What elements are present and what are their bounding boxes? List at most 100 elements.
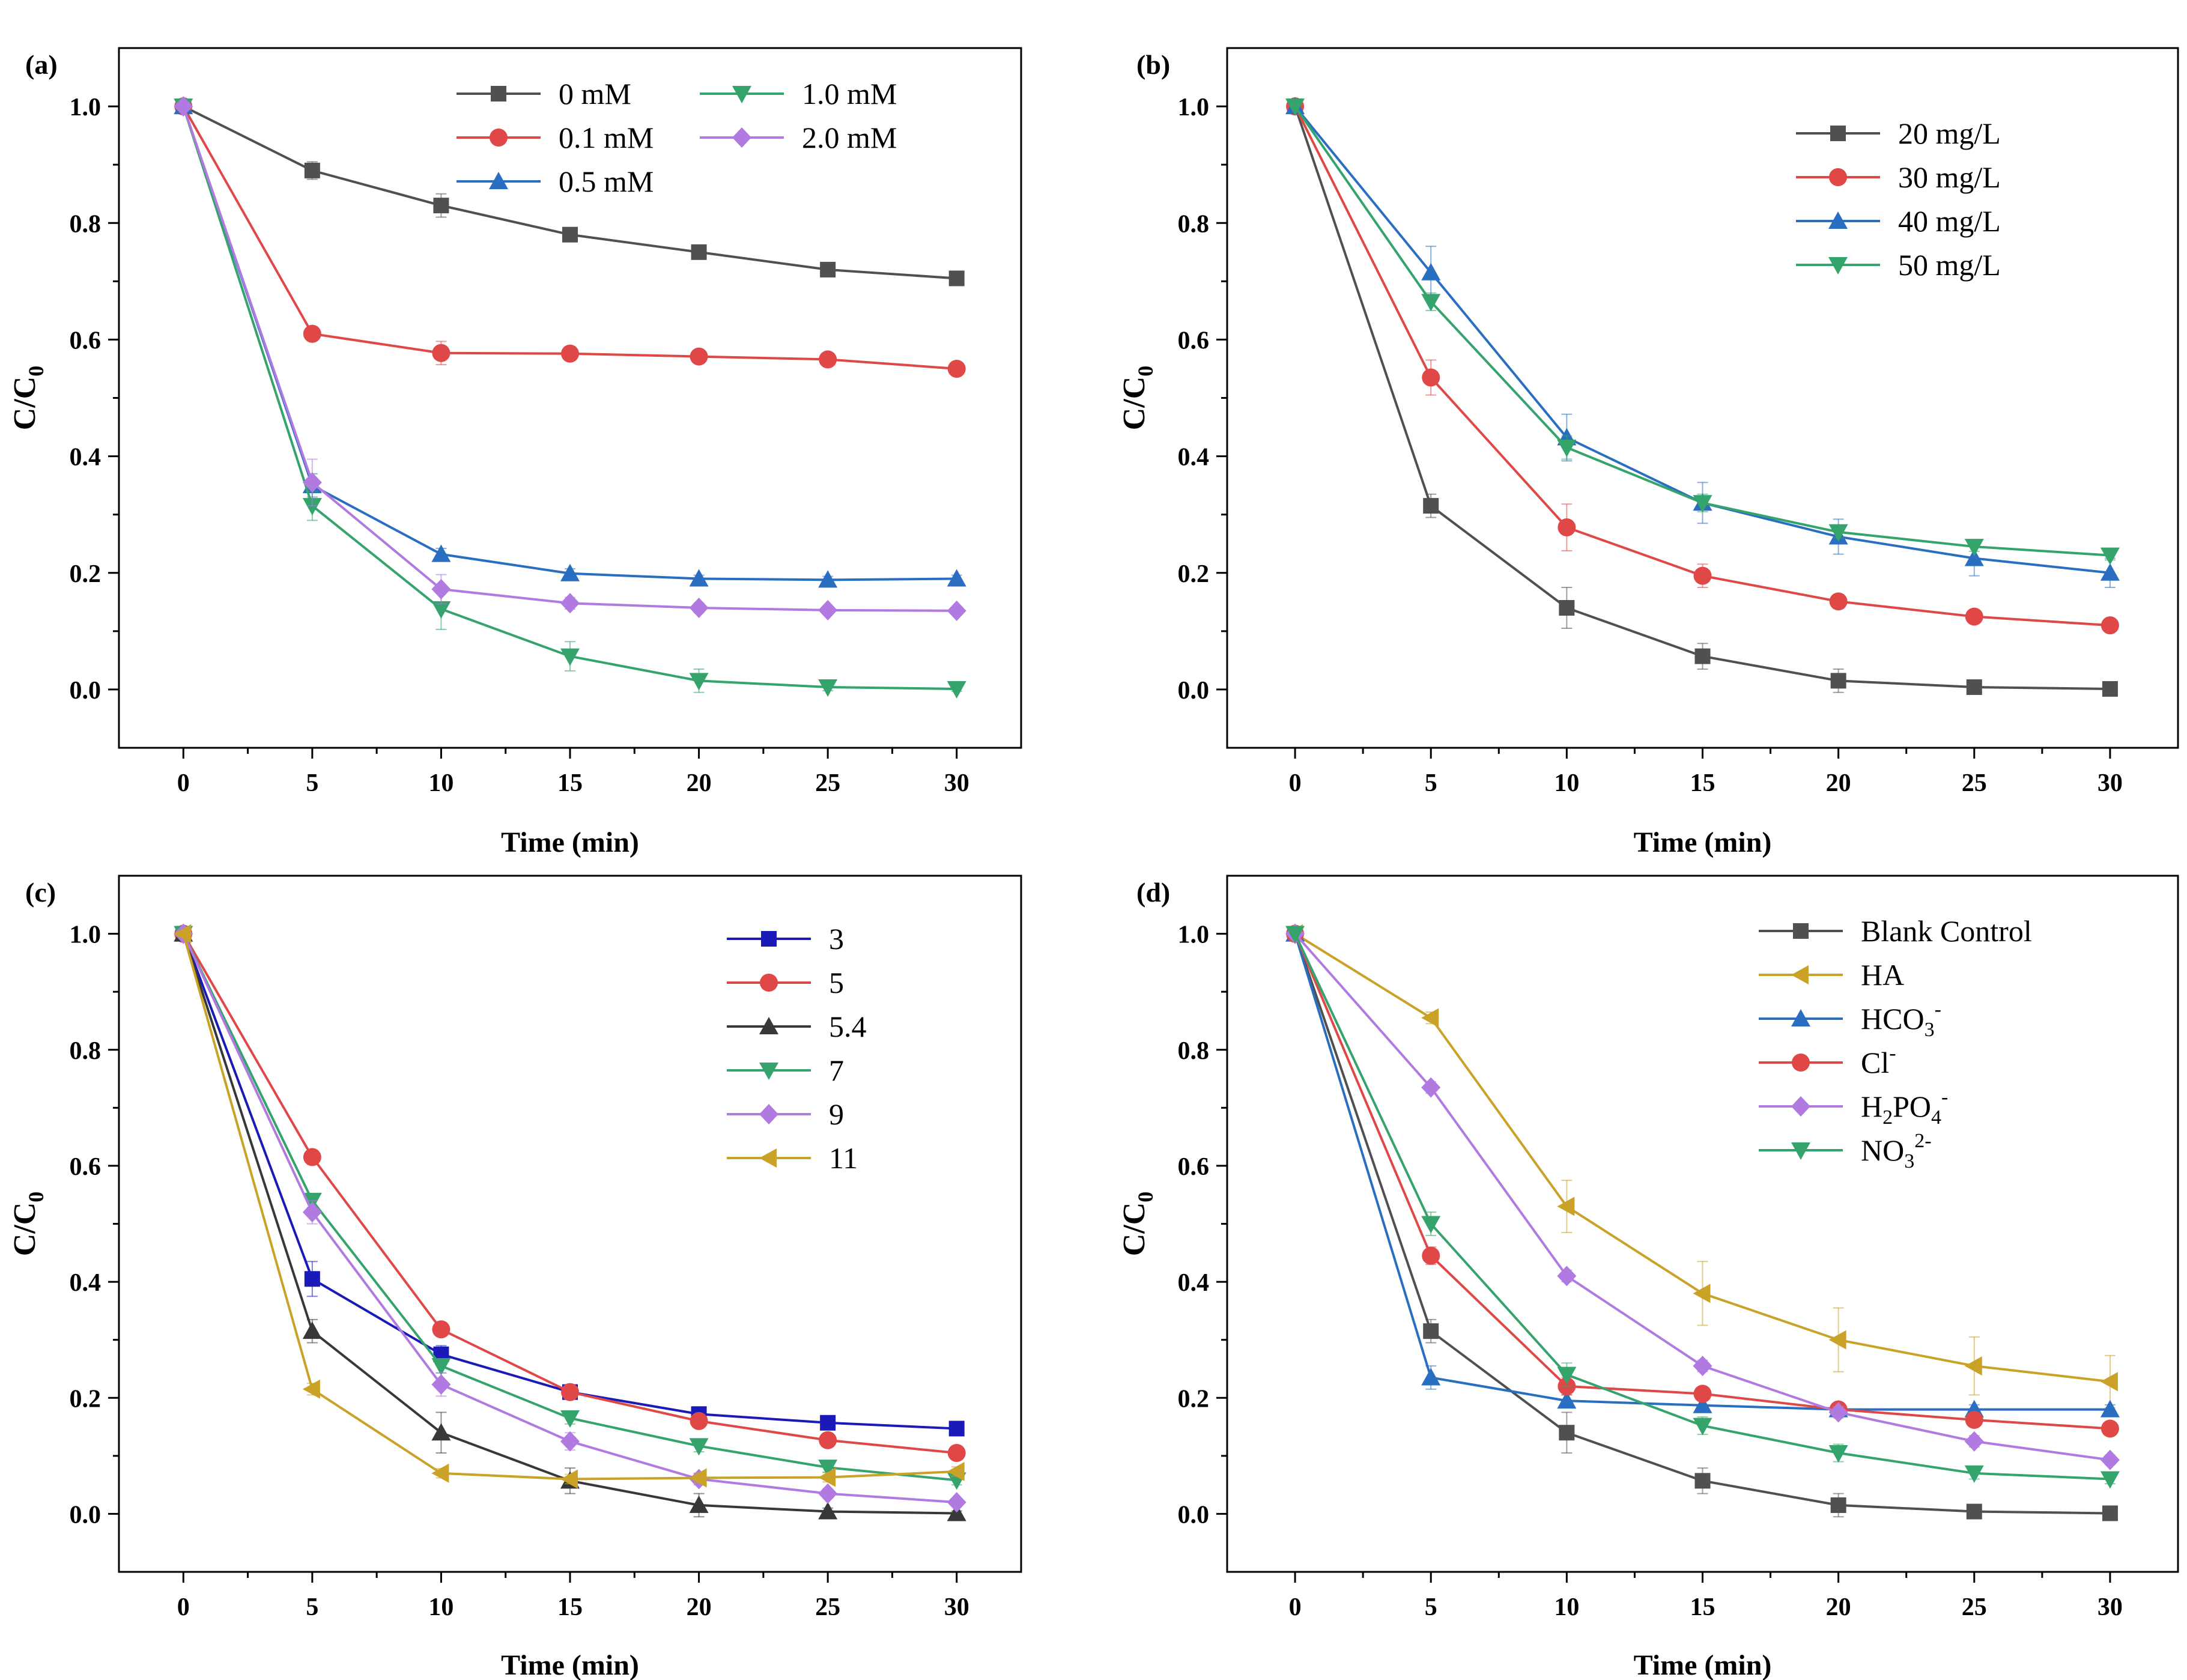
x-tick-label: 20 — [687, 1594, 712, 1621]
x-tick-label: 30 — [2098, 1594, 2123, 1621]
legend-label: 2.0 mM — [802, 121, 897, 154]
data-point — [1828, 1330, 1846, 1350]
legend-item: 20 mg/L — [1796, 117, 2001, 150]
x-tick-label: 10 — [428, 769, 453, 797]
data-point — [1557, 1196, 1575, 1216]
data-point — [433, 198, 449, 214]
legend-marker — [1791, 1142, 1810, 1160]
data-point — [1965, 607, 1983, 626]
y-tick-label: 0.0 — [70, 1501, 102, 1529]
x-axis-title: Time (min) — [501, 1649, 639, 1680]
legend-label: 30 mg/L — [1898, 160, 2001, 194]
data-point — [2100, 1399, 2120, 1418]
data-point — [561, 1383, 579, 1401]
legend-label: Cl- — [1861, 1042, 1896, 1079]
legend-marker — [491, 86, 506, 102]
data-point — [431, 544, 451, 562]
x-tick-label: 0 — [1289, 769, 1302, 797]
data-point — [818, 1460, 838, 1478]
legend-item: Blank Control — [1759, 914, 2032, 948]
y-tick-label: 0.4 — [1178, 444, 1210, 472]
data-point — [302, 1379, 320, 1399]
y-axis-title-main: C/C — [1117, 1202, 1151, 1257]
series-blank-control — [1287, 926, 2118, 1521]
panel-label: (c) — [25, 877, 56, 908]
legend-item: Cl- — [1759, 1042, 1896, 1079]
data-point — [561, 344, 579, 363]
legend-marker — [759, 1017, 778, 1034]
data-point — [1557, 440, 1577, 458]
data-point — [303, 324, 321, 343]
data-point — [948, 270, 965, 287]
data-point — [431, 601, 451, 619]
y-tick-label: 0.2 — [1178, 1385, 1210, 1413]
data-point — [2100, 1471, 2120, 1489]
legend: 20 mg/L 30 mg/L 40 mg/L 50 mg/L — [1796, 117, 2001, 282]
data-point — [1966, 1503, 1982, 1520]
x-tick-label: 5 — [306, 769, 318, 797]
data-point — [560, 563, 580, 581]
series-no32- — [1285, 926, 2120, 1489]
y-axis-title-sub: 0 — [24, 1192, 48, 1202]
data-point — [174, 96, 193, 117]
data-point — [818, 1502, 838, 1520]
x-tick-label: 0 — [177, 1594, 190, 1621]
panel-a: (a) 0 5 10 15 20 25 30 0.0 0.2 0.4 0.6 0.8 1.0 Time (m… — [8, 47, 1022, 858]
x-tick-label: 20 — [687, 769, 712, 797]
legend-label: 5.4 — [829, 1010, 867, 1043]
data-point — [1422, 1246, 1440, 1265]
legend-label: 50 mg/L — [1898, 248, 2001, 282]
y-tick-label: 0.2 — [1178, 560, 1210, 588]
legend-item: 5.4 — [727, 1010, 867, 1043]
data-point — [1557, 1391, 1577, 1409]
data-point — [1964, 1356, 1982, 1376]
legend-label-sup: - — [1941, 1086, 1948, 1108]
data-point — [1421, 1368, 1441, 1386]
y-axis-title: C/C0 — [1117, 1192, 1157, 1257]
y-tick-label: 0.8 — [1178, 1037, 1210, 1065]
legend-label-main: HCO — [1861, 1002, 1925, 1036]
x-tick-label: 10 — [1554, 769, 1579, 797]
data-point — [1421, 1077, 1441, 1098]
y-tick-label: 0.6 — [1178, 327, 1210, 354]
data-point — [1964, 1431, 1984, 1452]
data-point — [1694, 1473, 1711, 1489]
data-point — [560, 648, 580, 666]
data-point — [1830, 1497, 1846, 1513]
legend-marker — [760, 974, 778, 992]
legend-marker — [732, 127, 751, 148]
data-point — [1694, 648, 1711, 664]
data-point — [1964, 539, 1984, 557]
data-point — [818, 679, 838, 697]
x-tick-label: 25 — [1962, 769, 1987, 797]
data-point — [947, 569, 966, 587]
data-point — [2101, 1419, 2119, 1438]
legend-item: 11 — [727, 1141, 858, 1175]
legend-marker — [1791, 965, 1809, 984]
data-point — [1423, 498, 1439, 514]
data-point — [302, 1321, 322, 1339]
legend-label: 0 mM — [559, 77, 631, 111]
data-point — [947, 1461, 965, 1481]
x-tick-label: 0 — [177, 769, 190, 797]
legend-item: NO32- — [1759, 1130, 1932, 1172]
legend-marker — [759, 1148, 777, 1168]
legend-marker — [1828, 257, 1848, 274]
data-point — [2100, 1449, 2120, 1470]
data-point — [820, 261, 836, 277]
legend-marker — [1828, 211, 1848, 229]
y-tick-label: 0.0 — [1178, 677, 1210, 705]
legend-label-sup: - — [1935, 998, 1941, 1020]
series-11 — [174, 924, 965, 1489]
legend-label: 1.0 mM — [802, 77, 897, 111]
x-tick-label: 30 — [2098, 769, 2123, 797]
x-tick-label: 30 — [944, 769, 969, 797]
legend-marker — [761, 931, 777, 947]
legend-label: NO32- — [1861, 1130, 1932, 1172]
data-point — [302, 1202, 322, 1223]
panel-label: (a) — [25, 49, 58, 80]
data-point — [560, 1431, 580, 1452]
y-tick-label: 0.6 — [1178, 1153, 1210, 1181]
